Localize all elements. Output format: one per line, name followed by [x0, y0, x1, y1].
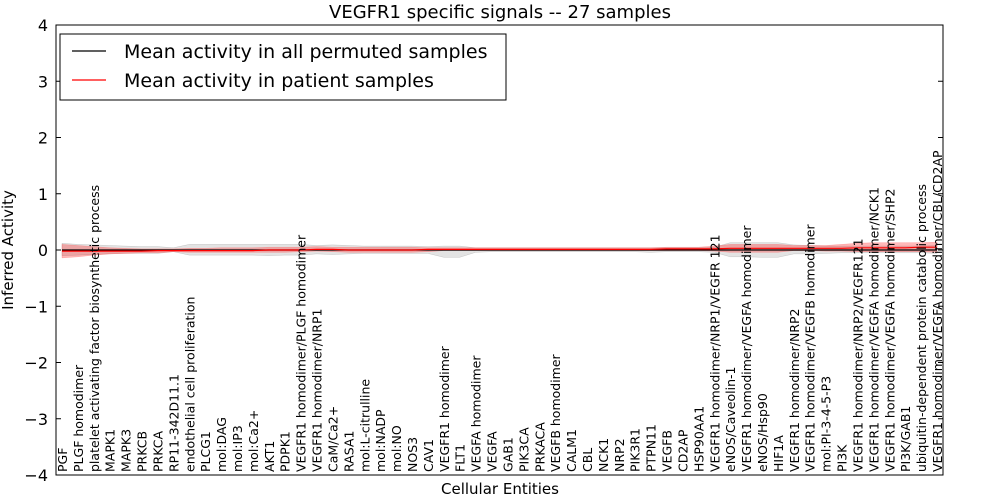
y-tick-label: −2	[24, 354, 48, 373]
x-tick-label: CBL	[580, 448, 595, 472]
x-tick-label: VEGFR1 homodimer/NRP1	[310, 309, 325, 472]
x-tick-label: VEGFR1 homodimer	[437, 345, 452, 472]
x-tick-label: PRKACA	[532, 422, 547, 472]
x-tick-label: NCK1	[596, 438, 611, 472]
y-axis-label: Inferred Activity	[0, 190, 17, 310]
x-tick-label: VEGFA homodimer	[469, 355, 484, 472]
legend-label-permuted: Mean activity in all permuted samples	[124, 41, 487, 63]
x-tick-label: platelet activating factor biosynthetic …	[87, 185, 102, 472]
x-tick-label: PRKCA	[151, 431, 166, 472]
legend-label-patient: Mean activity in patient samples	[124, 70, 434, 92]
x-tick-label: eNOS/Hsp90	[755, 393, 770, 472]
y-tick-label: 0	[38, 241, 48, 260]
x-tick-label: PLCG1	[198, 431, 213, 472]
x-tick-label: AKT1	[262, 441, 277, 472]
x-tick-label: mol:NADP	[373, 409, 388, 472]
y-tick-label: 2	[38, 129, 48, 148]
y-tick-label: −1	[24, 297, 48, 316]
chart-title: VEGFR1 specific signals -- 27 samples	[329, 2, 671, 23]
x-tick-label: mol:L-citrulline	[357, 379, 372, 472]
x-tick-label: VEGFR1 homodimer/VEGFA homodimer/SHP2	[882, 188, 897, 472]
y-tick-label: 1	[38, 185, 48, 204]
x-tick-label: PRKCB	[135, 431, 150, 472]
x-axis-label: Cellular Entities	[441, 480, 559, 498]
y-tick-label: −3	[24, 410, 48, 429]
x-tick-label: FLT1	[453, 444, 468, 472]
x-tick-label: VEGFR1 homodimer/NRP2/VEGFR121	[851, 238, 866, 472]
x-tick-label: PI3K/GAB1	[898, 406, 913, 472]
x-tick-label: PLGF homodimer	[71, 364, 86, 472]
x-tick-label: HSP90AA1	[691, 406, 706, 472]
x-tick-label: CD2AP	[676, 429, 691, 472]
x-tick-label: eNOS/Caveolin-1	[723, 367, 738, 472]
x-tick-label: NOS3	[405, 437, 420, 472]
x-tick-label: GAB1	[501, 437, 516, 472]
x-tick-label: VEGFR1 homodimer/VEGFB homodimer	[803, 224, 818, 472]
x-tick-label: PIK3R1	[628, 428, 643, 472]
x-tick-label: VEGFR1 homodimer/PLGF homodimer	[294, 234, 309, 472]
x-tick-label: RASA1	[341, 431, 356, 472]
x-tick-label: VEGFR1 homodimer/NRP1/VEGFR 121	[707, 234, 722, 472]
x-tick-label: MAPK3	[119, 429, 134, 472]
legend-frame	[59, 33, 507, 101]
x-tick-label: PDPK1	[278, 431, 293, 472]
x-tick-label: CAV1	[421, 439, 436, 472]
x-tick-label: PIK3CA	[516, 427, 531, 472]
x-tick-label: mol:NO	[389, 425, 404, 472]
y-tick-label: 3	[38, 72, 48, 91]
x-tick-label: VEGFR1 homodimer/NRP2	[787, 309, 802, 472]
x-tick-label: mol:Ca2+	[246, 410, 261, 472]
legend: Mean activity in all permuted samples Me…	[59, 33, 507, 101]
x-tick-label: NRP2	[612, 438, 627, 472]
x-tick-label: endothelial cell proliferation	[182, 297, 197, 472]
series-line-patient	[62, 246, 937, 252]
x-tick-label: CALM1	[564, 429, 579, 472]
x-tick-label: PI3K	[835, 444, 850, 472]
x-tick-label: VEGFB homodimer	[548, 353, 563, 472]
x-tick-label: RP11-342D11.1	[166, 374, 181, 472]
x-tick-label: PGF	[55, 448, 70, 472]
x-tick-label: mol:PI-3-4-5-P3	[819, 376, 834, 472]
x-tick-label: VEGFR1 homodimer/VEGFA homodimer/NCK1	[866, 187, 881, 472]
x-tick-label: mol:DAG	[214, 417, 229, 472]
x-tick-label: PTPN11	[644, 424, 659, 472]
x-tick-label: HIF1A	[771, 435, 786, 472]
y-tick-label: −4	[24, 466, 48, 485]
y-tick-label: 4	[38, 16, 48, 35]
x-tick-label: VEGFB	[660, 430, 675, 472]
x-tick-label: VEGFR1 homodimer/VEGFA homodimer/CBL/CD2…	[930, 150, 945, 472]
x-tick-label: MAPK1	[103, 429, 118, 472]
x-tick-label: VEGFR1 homodimer/VEGFA homodimer	[739, 225, 754, 472]
x-tick-label: ubiquitin-dependent protein catabolic pr…	[914, 184, 929, 472]
x-tick-label: mol:IP3	[230, 425, 245, 472]
plot-area: −4 −3 −2 −1 0 1 2 3 4 PGF PLGF homodimer platelet a…	[24, 16, 945, 485]
x-tick-label: VEGFA	[485, 431, 500, 472]
x-tick-label: CaM/Ca2+	[326, 406, 341, 472]
